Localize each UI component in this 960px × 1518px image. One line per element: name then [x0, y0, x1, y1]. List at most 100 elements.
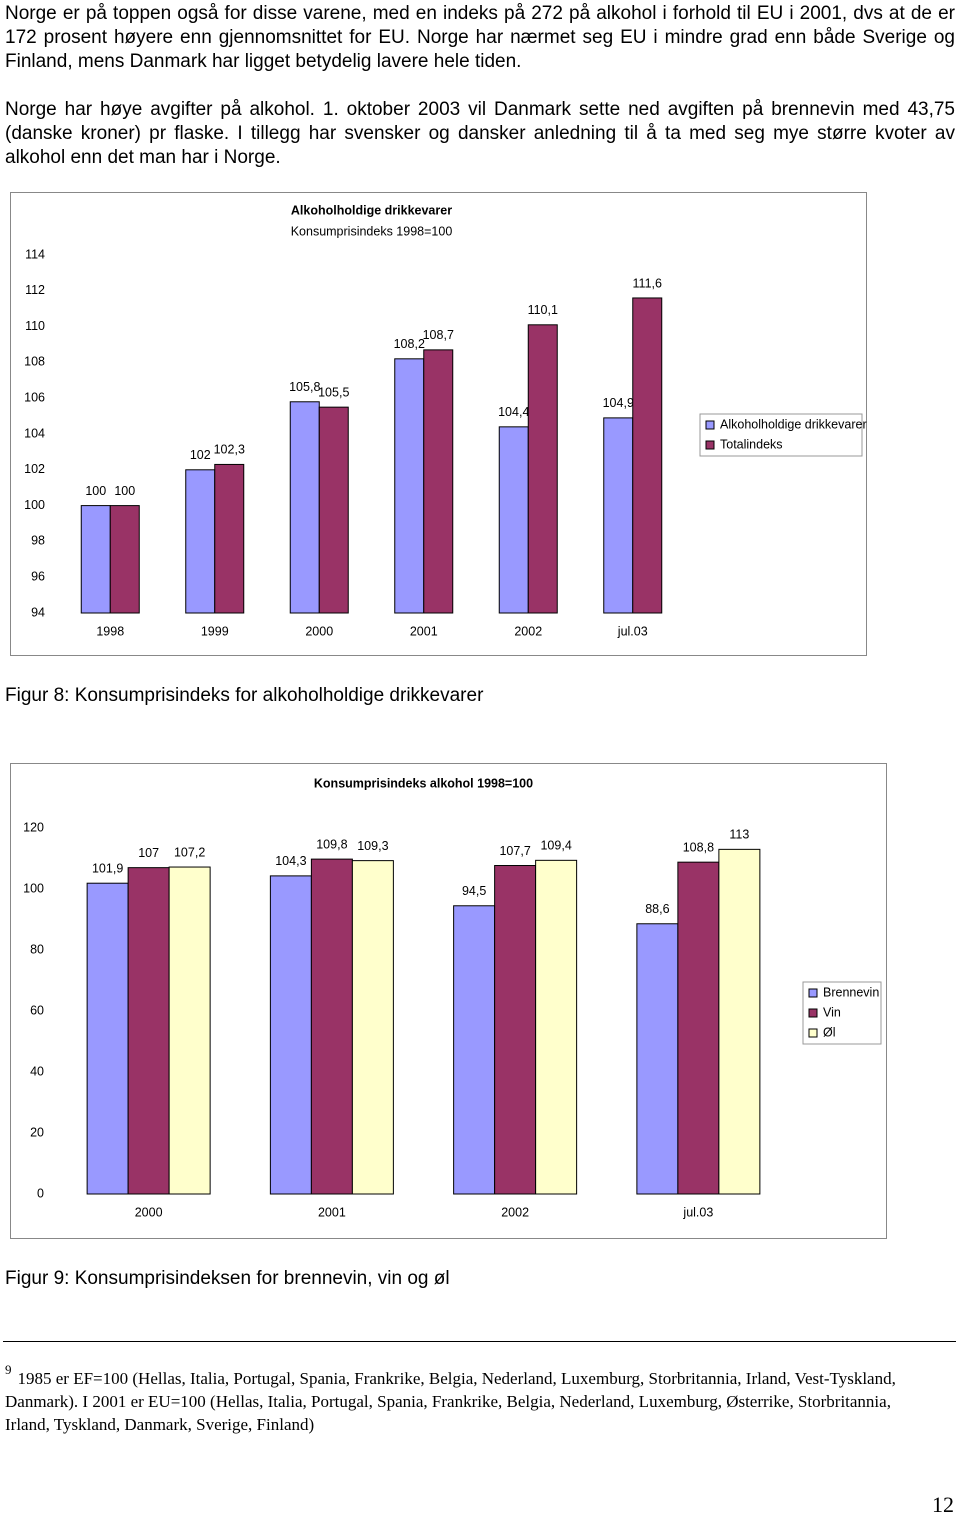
legend-swatch: [705, 420, 715, 430]
y-tick-label: 114: [25, 247, 45, 261]
bar: [214, 463, 245, 614]
footnote: 9 1985 er EF=100 (Hellas, Italia, Portuga…: [5, 1358, 940, 1436]
bar: [86, 882, 129, 1195]
data-label: 101,9: [92, 862, 123, 876]
x-tick-label: 2002: [501, 1205, 529, 1219]
y-tick-label: 60: [30, 1003, 44, 1017]
bar: [535, 859, 578, 1195]
y-tick-label: 94: [31, 605, 45, 619]
data-label: 104,3: [275, 854, 306, 868]
data-label: 107,7: [499, 844, 530, 858]
legend-label: Totalindeks: [720, 437, 783, 451]
y-tick-label: 102: [24, 462, 45, 476]
paragraph: Norge er på toppen også for disse varene…: [5, 3, 955, 72]
data-label: 94,5: [462, 884, 486, 898]
y-tick-label: 80: [30, 942, 44, 956]
data-label: 109,3: [357, 839, 388, 853]
legend-swatch: [808, 1028, 818, 1038]
bar: [310, 858, 353, 1195]
data-label: 109,4: [540, 839, 571, 853]
chart-frame: [10, 192, 867, 656]
legend-swatch: [808, 1008, 818, 1018]
data-label: 107: [138, 846, 159, 860]
bar: [127, 867, 170, 1195]
legend-label: Brennevin: [823, 985, 879, 999]
x-tick-label: 2001: [410, 624, 438, 638]
footnote-text: 1985 er EF=100 (Hellas, Italia, Portugal…: [5, 1369, 896, 1434]
bar: [677, 861, 720, 1195]
data-label: 104,4: [498, 405, 529, 419]
legend-swatch: [705, 440, 715, 450]
legend-swatch: [808, 988, 818, 998]
data-label: 108,8: [683, 840, 714, 854]
x-tick-label: 2002: [514, 624, 542, 638]
y-tick-label: 40: [30, 1064, 44, 1078]
y-tick-label: 104: [24, 426, 45, 440]
data-label: 108,7: [423, 328, 454, 342]
data-label: 111,6: [633, 276, 662, 290]
bar: [527, 324, 558, 614]
x-tick-label: 2000: [135, 1205, 163, 1219]
footnote-number: 9: [5, 1362, 12, 1377]
data-label: 107,2: [174, 845, 205, 859]
data-label: 102,3: [214, 443, 245, 457]
data-label: 100: [85, 484, 106, 498]
data-label: 105,5: [318, 385, 349, 399]
bar: [318, 406, 349, 614]
figure-caption: Figur 9: Konsumprisindeksen for brennevi…: [5, 1268, 450, 1289]
y-tick-label: 98: [31, 534, 45, 548]
x-tick-label: 2001: [318, 1205, 346, 1219]
data-label: 102: [190, 448, 211, 462]
data-label: 88,6: [645, 902, 669, 916]
data-label: 104,9: [603, 396, 634, 410]
y-tick-label: 120: [23, 820, 44, 834]
y-tick-label: 110: [25, 319, 45, 333]
chart: Alkoholholdige drikkevarer Konsumprisinde…: [10, 192, 867, 656]
bar: [351, 860, 394, 1195]
legend-label: Vin: [823, 1005, 841, 1019]
bar: [269, 875, 312, 1195]
bar: [718, 848, 761, 1195]
legend-label: Alkoholholdige drikkevarer: [720, 417, 867, 431]
data-label: 113: [729, 828, 749, 842]
bar: [289, 401, 320, 614]
y-tick-label: 100: [24, 498, 45, 512]
y-tick-label: 112: [25, 283, 45, 297]
legend-label: Øl: [823, 1025, 836, 1039]
legend-box: [699, 413, 863, 457]
bar: [168, 866, 211, 1195]
bar: [603, 417, 634, 614]
bar: [185, 469, 216, 614]
bar: [498, 426, 529, 614]
bar: [80, 505, 111, 614]
x-tick-label: jul.03: [617, 624, 648, 638]
data-label: 100: [114, 484, 135, 498]
y-tick-label: 100: [23, 881, 44, 895]
bar: [423, 349, 454, 614]
data-label: 110,1: [528, 303, 558, 317]
y-tick-label: 0: [37, 1186, 44, 1200]
y-tick-label: 96: [31, 569, 45, 583]
figure-caption: Figur 8: Konsumprisindeks for alkoholhol…: [5, 685, 484, 706]
chart-title: Konsumprisindeks alkohol 1998=100: [314, 776, 533, 790]
chart-subtitle: Konsumprisindeks 1998=100: [291, 224, 453, 238]
x-tick-label: 1999: [201, 624, 229, 638]
data-label: 108,2: [394, 337, 425, 351]
bar: [394, 358, 425, 614]
bar: [632, 297, 663, 614]
bar: [636, 923, 679, 1195]
y-tick-label: 108: [24, 355, 45, 369]
footnote-rule: [3, 1341, 956, 1342]
y-tick-label: 20: [30, 1125, 44, 1139]
chart: Konsumprisindeks alkohol 1998=100 0 20 40 60…: [10, 763, 887, 1239]
data-label: 105,8: [289, 380, 320, 394]
page-number: 12: [932, 1492, 954, 1517]
x-tick-label: 1998: [96, 624, 124, 638]
bar: [109, 505, 140, 614]
bar: [453, 905, 496, 1195]
x-tick-label: jul.03: [682, 1205, 713, 1219]
paragraph: Norge har høye avgifter på alkohol. 1. o…: [5, 99, 955, 168]
bar: [494, 865, 537, 1195]
x-tick-label: 2000: [305, 624, 333, 638]
